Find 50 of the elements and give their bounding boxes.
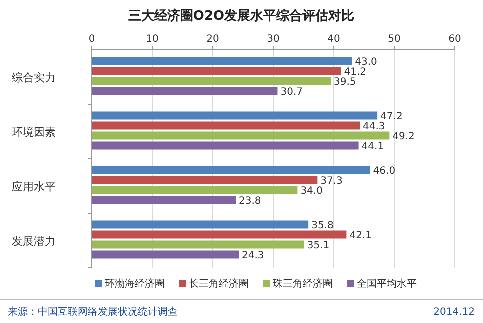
data-label: 39.5 — [334, 76, 356, 88]
bar — [92, 176, 318, 184]
data-label: 49.2 — [392, 131, 415, 142]
bar — [92, 186, 298, 194]
data-label: 35.1 — [307, 240, 330, 252]
bar — [92, 77, 331, 86]
bar — [92, 67, 342, 76]
bar — [92, 87, 278, 96]
data-label: 37.3 — [320, 176, 343, 187]
data-label: 47.2 — [380, 111, 403, 122]
bar — [92, 230, 347, 239]
data-label: 41.2 — [344, 66, 367, 78]
y-tick-label: 环境因素 — [12, 126, 56, 139]
data-label: 30.7 — [280, 86, 303, 98]
x-tick-label: 30 — [267, 34, 280, 45]
data-label: 44.3 — [363, 121, 386, 132]
legend-label: 珠三角经济圈 — [273, 278, 333, 290]
chart-title: 三大经济圈O2O发展水平综合评估对比 — [128, 8, 355, 24]
y-tick-label: 综合实力 — [12, 71, 56, 84]
bar — [92, 240, 304, 249]
bar — [92, 122, 360, 130]
y-tick-label: 应用水平 — [12, 180, 56, 194]
x-tick-label: 60 — [448, 34, 462, 45]
x-tick-label: 0 — [88, 34, 96, 45]
bar — [92, 196, 236, 204]
x-tick-label: 50 — [388, 34, 401, 45]
data-label: 23.8 — [238, 196, 262, 207]
bar — [92, 250, 240, 259]
legend-label: 长三角经济圈 — [189, 278, 249, 290]
source-note: 来源：中国互联网络发展状况统计调查 — [8, 306, 178, 318]
bar — [92, 142, 359, 150]
data-label: 44.1 — [362, 141, 384, 152]
data-label: 43.0 — [355, 56, 378, 68]
data-label: 42.1 — [350, 230, 372, 242]
legend-label: 环渤海经济圈 — [105, 278, 165, 290]
bar — [92, 220, 309, 229]
data-label: 34.0 — [300, 186, 323, 197]
data-label: 35.8 — [312, 220, 334, 232]
y-tick-label: 发展潜力 — [12, 234, 56, 248]
bar — [92, 166, 370, 174]
text: 2014.12 — [434, 307, 475, 318]
bar — [92, 57, 352, 66]
x-tick-label: 40 — [328, 34, 340, 45]
data-label: 24.3 — [242, 250, 264, 262]
legend-label: 全国平均水平 — [357, 278, 417, 290]
x-tick-label: 20 — [206, 34, 220, 45]
bar — [92, 112, 378, 120]
data-label: 46.0 — [373, 166, 396, 177]
bar — [92, 132, 390, 140]
x-tick-label: 10 — [146, 34, 159, 45]
